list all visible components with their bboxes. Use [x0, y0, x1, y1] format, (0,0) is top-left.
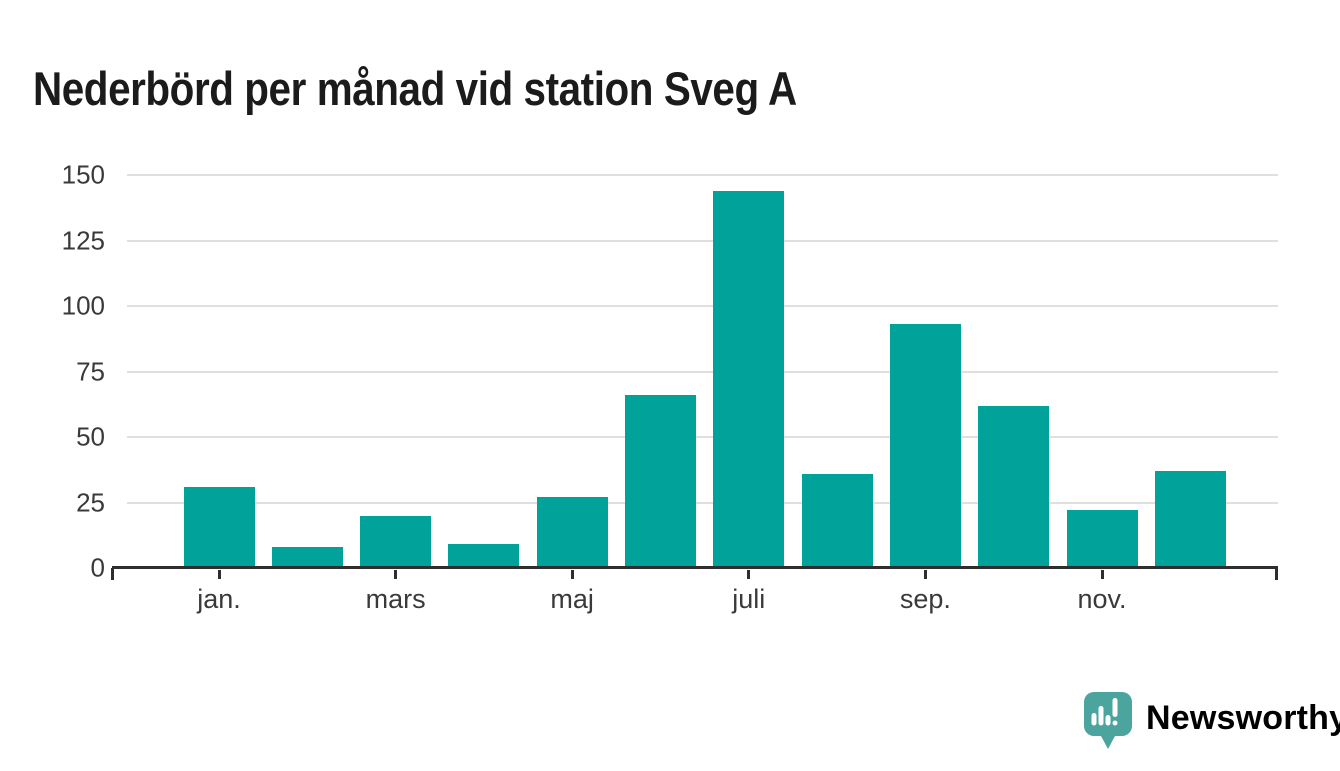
- x-tick-sep: [923, 570, 927, 579]
- y-tick-label-125: 125: [61, 225, 105, 255]
- x-axis-line: [112, 566, 1278, 569]
- x-tick-label-maj: maj: [550, 584, 594, 614]
- mini-bar-2: [1098, 706, 1104, 726]
- mini-bar-3: [1105, 715, 1111, 726]
- gridline-100: [127, 305, 1278, 307]
- bar-nov: [1066, 510, 1138, 568]
- bar-juli: [713, 190, 785, 568]
- x-tick-label-mars: mars: [365, 584, 426, 614]
- gridline-50: [127, 436, 1278, 438]
- plot-area: 0 25 50 75 100 125 150 jan. mars maj juli sep. nov.: [62, 160, 1278, 614]
- y-tick-label-25: 25: [76, 487, 105, 517]
- x-axis-left-end-tick: [111, 568, 114, 580]
- brand-logo: Newsworthy: [1084, 692, 1340, 755]
- x-axis-right-end-tick: [1275, 568, 1278, 580]
- y-tick-label-150: 150: [61, 159, 105, 190]
- newsworthy-speech-bubble-chart-icon: [1084, 692, 1132, 755]
- x-tick-label-jan: jan.: [197, 584, 241, 614]
- bar-okt: [978, 405, 1050, 568]
- gridline-25: [127, 501, 1278, 504]
- bar-juni: [625, 395, 696, 568]
- bar-apr: [448, 544, 520, 568]
- brand-name: Newsworthy: [1146, 699, 1340, 737]
- x-tick-label-sep: sep.: [899, 584, 951, 614]
- y-tick-label-75: 75: [76, 356, 105, 386]
- gridline-125: [127, 239, 1278, 242]
- x-tick-label-juli: juli: [732, 584, 766, 614]
- y-tick-label-0: 0: [90, 552, 105, 583]
- exclamation-bar: [1112, 698, 1118, 717]
- mini-bar-1: [1091, 713, 1097, 726]
- x-tick-juli: [747, 570, 751, 579]
- x-tick-mars: [394, 570, 398, 579]
- y-tick-label-100: 100: [61, 290, 105, 321]
- bar-dec: [1154, 471, 1226, 568]
- gridline-150: [127, 174, 1278, 176]
- x-tick-jan: [217, 570, 221, 579]
- bar-mars: [360, 515, 432, 568]
- gridline-75: [127, 370, 1278, 373]
- exclamation-dot: [1112, 720, 1118, 726]
- bar-maj: [536, 497, 608, 568]
- bar-sep: [889, 324, 961, 568]
- x-tick-maj: [570, 570, 574, 579]
- x-tick-label-nov: nov.: [1077, 584, 1127, 614]
- bar-aug: [801, 473, 873, 568]
- y-tick-label-50: 50: [76, 421, 105, 452]
- x-tick-nov: [1100, 570, 1104, 579]
- bar-jan: [183, 486, 255, 568]
- chart-title: Nederbörd per månad vid station Sveg A: [33, 62, 797, 116]
- bar-feb: [271, 547, 343, 568]
